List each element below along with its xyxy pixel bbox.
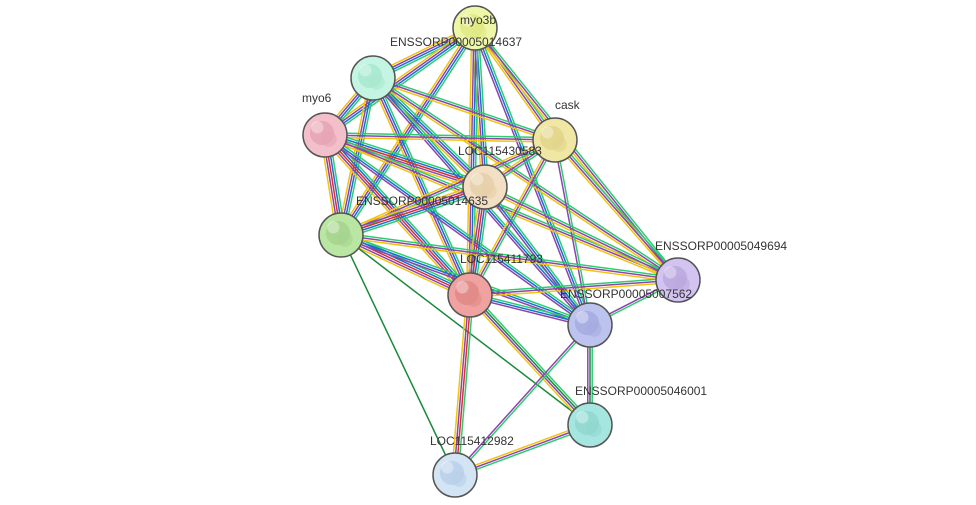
edge — [456, 295, 471, 475]
node-ens014637[interactable] — [351, 56, 395, 100]
node-ens046001[interactable] — [568, 403, 612, 447]
node-label-myo6: myo6 — [302, 91, 332, 105]
node-myo6[interactable] — [303, 113, 347, 157]
network-diagram: myo3b ENSSORP00005014637 myo6 cask LOC115430… — [0, 0, 976, 505]
node-label-loc115412982: LOC115412982 — [430, 434, 514, 448]
node-label-ens014637: ENSSORP00005014637 — [390, 35, 522, 49]
node-label-loc115411793: LOC115411793 — [460, 252, 543, 266]
node-label-ens046001: ENSSORP00005046001 — [575, 384, 707, 398]
node-label-ens007562: ENSSORP00005007562 — [560, 287, 692, 301]
node-label-ens049694: ENSSORP00005049694 — [655, 239, 787, 253]
node-ens007562[interactable] — [568, 303, 612, 347]
node-label-myo3b: myo3b — [460, 13, 496, 27]
node-ens014635[interactable] — [319, 213, 363, 257]
node-label-cask: cask — [555, 98, 581, 112]
edge — [485, 187, 678, 280]
node-label-loc115430583: LOC115430583 — [458, 144, 542, 158]
node-label-ens014635: ENSSORP00005014635 — [356, 194, 488, 208]
edge — [458, 295, 473, 475]
node-loc115411793[interactable] — [448, 273, 492, 317]
node-loc115412982[interactable] — [433, 453, 477, 497]
